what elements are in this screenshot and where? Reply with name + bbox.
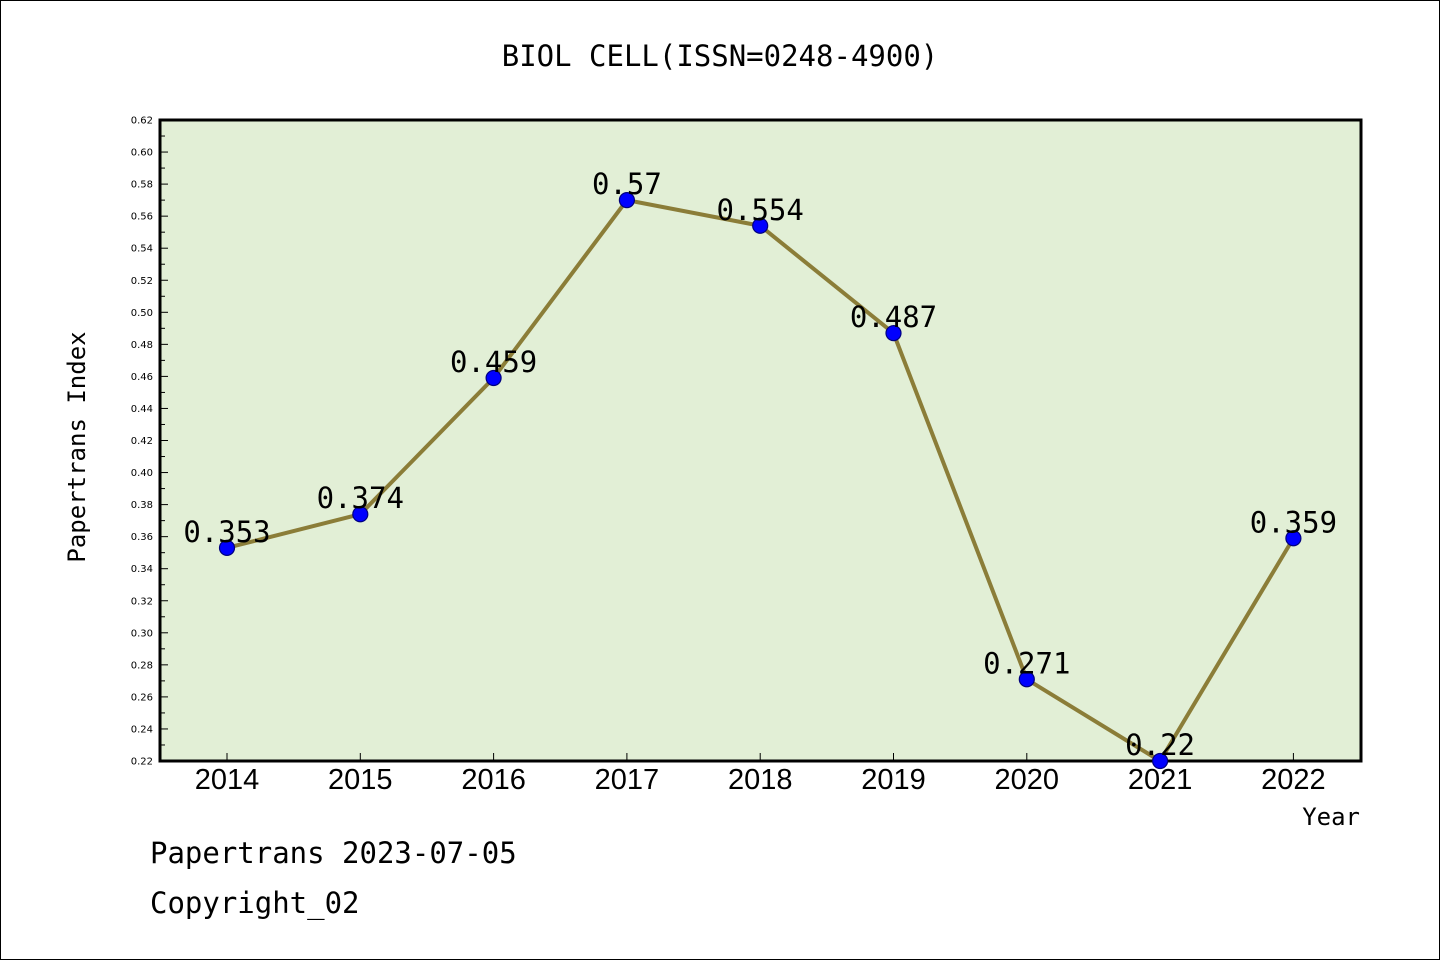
x-axis-ticks: 2014 2015 2016 2017 2018 2019 2020 2021 2022 (195, 753, 1326, 796)
y-tick-label: 0.34 (131, 564, 153, 575)
y-tick-label: 0.50 (131, 308, 153, 319)
y-axis-label: Papertrans Index (63, 331, 91, 562)
x-axis-label: Year (1302, 803, 1360, 831)
data-point (352, 506, 369, 523)
data-label: 0.487 (850, 300, 937, 334)
data-label: 0.271 (983, 646, 1070, 680)
y-tick-label: 0.56 (131, 212, 153, 223)
x-tick-label: 2014 (195, 764, 260, 796)
x-tick-label: 2021 (1128, 764, 1193, 796)
y-tick-label: 0.60 (131, 148, 153, 159)
y-tick-label: 0.38 (131, 500, 153, 511)
y-tick-label: 0.26 (131, 692, 153, 703)
data-point (1018, 671, 1035, 688)
y-axis-ticks: 0.22 0.24 0.26 0.28 0.30 0.32 0.34 0.36 0.38 0.40… (131, 116, 168, 768)
data-label: 0.554 (717, 193, 804, 227)
data-point (752, 217, 769, 234)
y-tick-label: 0.58 (131, 180, 153, 191)
x-tick-label: 2018 (728, 764, 793, 796)
y-tick-label: 0.48 (131, 340, 153, 351)
y-tick-label: 0.40 (131, 468, 153, 479)
data-label: 0.459 (450, 345, 537, 379)
data-label: 0.22 (1125, 728, 1195, 762)
data-point (885, 325, 902, 342)
x-tick-label: 2015 (328, 764, 393, 796)
y-tick-label: 0.42 (131, 436, 153, 447)
x-tick-label: 2019 (861, 764, 926, 796)
data-labels: 0.353 0.374 0.459 0.57 0.554 0.487 0.271 0.22 0.… (183, 167, 1337, 762)
data-point (1285, 530, 1302, 547)
data-point (218, 539, 236, 556)
y-tick-label: 0.46 (131, 372, 153, 383)
data-label: 0.57 (592, 167, 662, 201)
y-tick-label: 0.28 (131, 660, 153, 671)
data-markers (218, 192, 1302, 770)
x-tick-label: 2016 (461, 764, 526, 796)
data-label: 0.359 (1250, 505, 1337, 539)
data-point (618, 192, 636, 209)
x-tick-label: 2017 (595, 764, 660, 796)
y-tick-label: 0.62 (131, 116, 153, 127)
data-label: 0.374 (317, 481, 404, 515)
y-tick-label: 0.22 (131, 757, 153, 768)
footer-copyright: Copyright_02 (150, 886, 360, 920)
x-tick-label: 2020 (995, 764, 1060, 796)
chart-title: BIOL CELL(ISSN=0248-4900) (502, 39, 939, 73)
data-point (485, 369, 502, 387)
data-label: 0.353 (183, 515, 270, 549)
y-tick-label: 0.30 (131, 628, 153, 639)
y-tick-label: 0.44 (131, 404, 153, 415)
y-tick-label: 0.54 (131, 244, 153, 255)
data-point (1151, 752, 1169, 770)
x-tick-label: 2022 (1261, 764, 1326, 796)
y-tick-label: 0.36 (131, 532, 153, 543)
y-tick-label: 0.52 (131, 276, 153, 287)
y-tick-label: 0.24 (131, 724, 153, 735)
y-tick-label: 0.32 (131, 596, 153, 607)
footer-date: Papertrans 2023-07-05 (150, 836, 517, 870)
